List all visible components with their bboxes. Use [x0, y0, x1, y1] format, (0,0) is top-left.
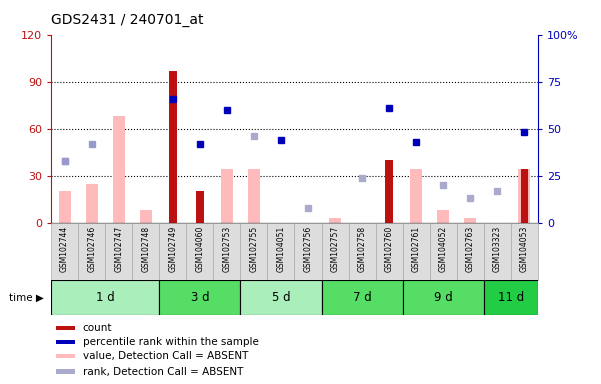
Bar	[322, 223, 349, 280]
Bar	[410, 169, 423, 223]
Bar	[159, 280, 240, 315]
Bar	[484, 223, 511, 280]
Bar	[51, 280, 159, 315]
Text: GSM104052: GSM104052	[439, 226, 448, 272]
Bar	[139, 210, 152, 223]
Text: GSM102763: GSM102763	[466, 226, 475, 272]
Bar	[403, 280, 484, 315]
Bar	[56, 340, 75, 344]
Text: GSM102744: GSM102744	[60, 226, 69, 272]
Bar	[294, 223, 322, 280]
Text: GSM103323: GSM103323	[493, 226, 502, 272]
Bar	[56, 354, 75, 358]
Text: GSM102746: GSM102746	[87, 226, 96, 272]
Bar	[511, 223, 538, 280]
Text: GDS2431 / 240701_at: GDS2431 / 240701_at	[51, 13, 204, 27]
Bar	[112, 116, 125, 223]
Bar	[132, 223, 159, 280]
Bar	[329, 218, 341, 223]
Bar	[221, 169, 233, 223]
Text: GSM102755: GSM102755	[249, 226, 258, 272]
Bar	[457, 223, 484, 280]
Bar	[518, 169, 531, 223]
Bar	[240, 280, 322, 315]
Text: GSM104053: GSM104053	[520, 226, 529, 272]
Text: 11 d: 11 d	[498, 291, 524, 304]
Bar	[85, 184, 98, 223]
Bar	[105, 223, 132, 280]
Bar	[437, 210, 450, 223]
Text: GSM102747: GSM102747	[114, 226, 123, 272]
Bar	[240, 223, 267, 280]
Bar	[403, 223, 430, 280]
Bar	[213, 223, 240, 280]
Text: GSM102758: GSM102758	[358, 226, 367, 272]
Text: GSM102756: GSM102756	[304, 226, 313, 272]
Bar	[58, 191, 71, 223]
Bar	[267, 223, 294, 280]
Text: 1 d: 1 d	[96, 291, 115, 304]
Bar	[51, 223, 78, 280]
Text: percentile rank within the sample: percentile rank within the sample	[83, 337, 258, 347]
Bar	[56, 326, 75, 330]
Bar	[169, 71, 177, 223]
Text: rank, Detection Call = ABSENT: rank, Detection Call = ABSENT	[83, 367, 243, 377]
Text: 3 d: 3 d	[191, 291, 209, 304]
Bar	[248, 169, 260, 223]
Text: time ▶: time ▶	[8, 293, 43, 303]
Text: GSM104051: GSM104051	[276, 226, 285, 272]
Bar	[196, 191, 204, 223]
Bar	[322, 280, 403, 315]
Text: GSM102749: GSM102749	[168, 226, 177, 272]
Bar	[159, 223, 186, 280]
Text: GSM102748: GSM102748	[141, 226, 150, 272]
Bar	[186, 223, 213, 280]
Text: 9 d: 9 d	[434, 291, 453, 304]
Bar	[376, 223, 403, 280]
Bar	[430, 223, 457, 280]
Text: GSM102760: GSM102760	[385, 226, 394, 272]
Bar	[464, 218, 477, 223]
Bar	[56, 369, 75, 374]
Text: value, Detection Call = ABSENT: value, Detection Call = ABSENT	[83, 351, 248, 361]
Bar	[78, 223, 105, 280]
Text: GSM102761: GSM102761	[412, 226, 421, 272]
Text: GSM104060: GSM104060	[195, 226, 204, 272]
Text: 7 d: 7 d	[353, 291, 371, 304]
Text: GSM102753: GSM102753	[222, 226, 231, 272]
Text: GSM102757: GSM102757	[331, 226, 340, 272]
Bar	[349, 223, 376, 280]
Bar	[484, 280, 538, 315]
Bar	[385, 160, 393, 223]
Bar	[520, 169, 528, 223]
Text: count: count	[83, 323, 112, 333]
Text: 5 d: 5 d	[272, 291, 290, 304]
